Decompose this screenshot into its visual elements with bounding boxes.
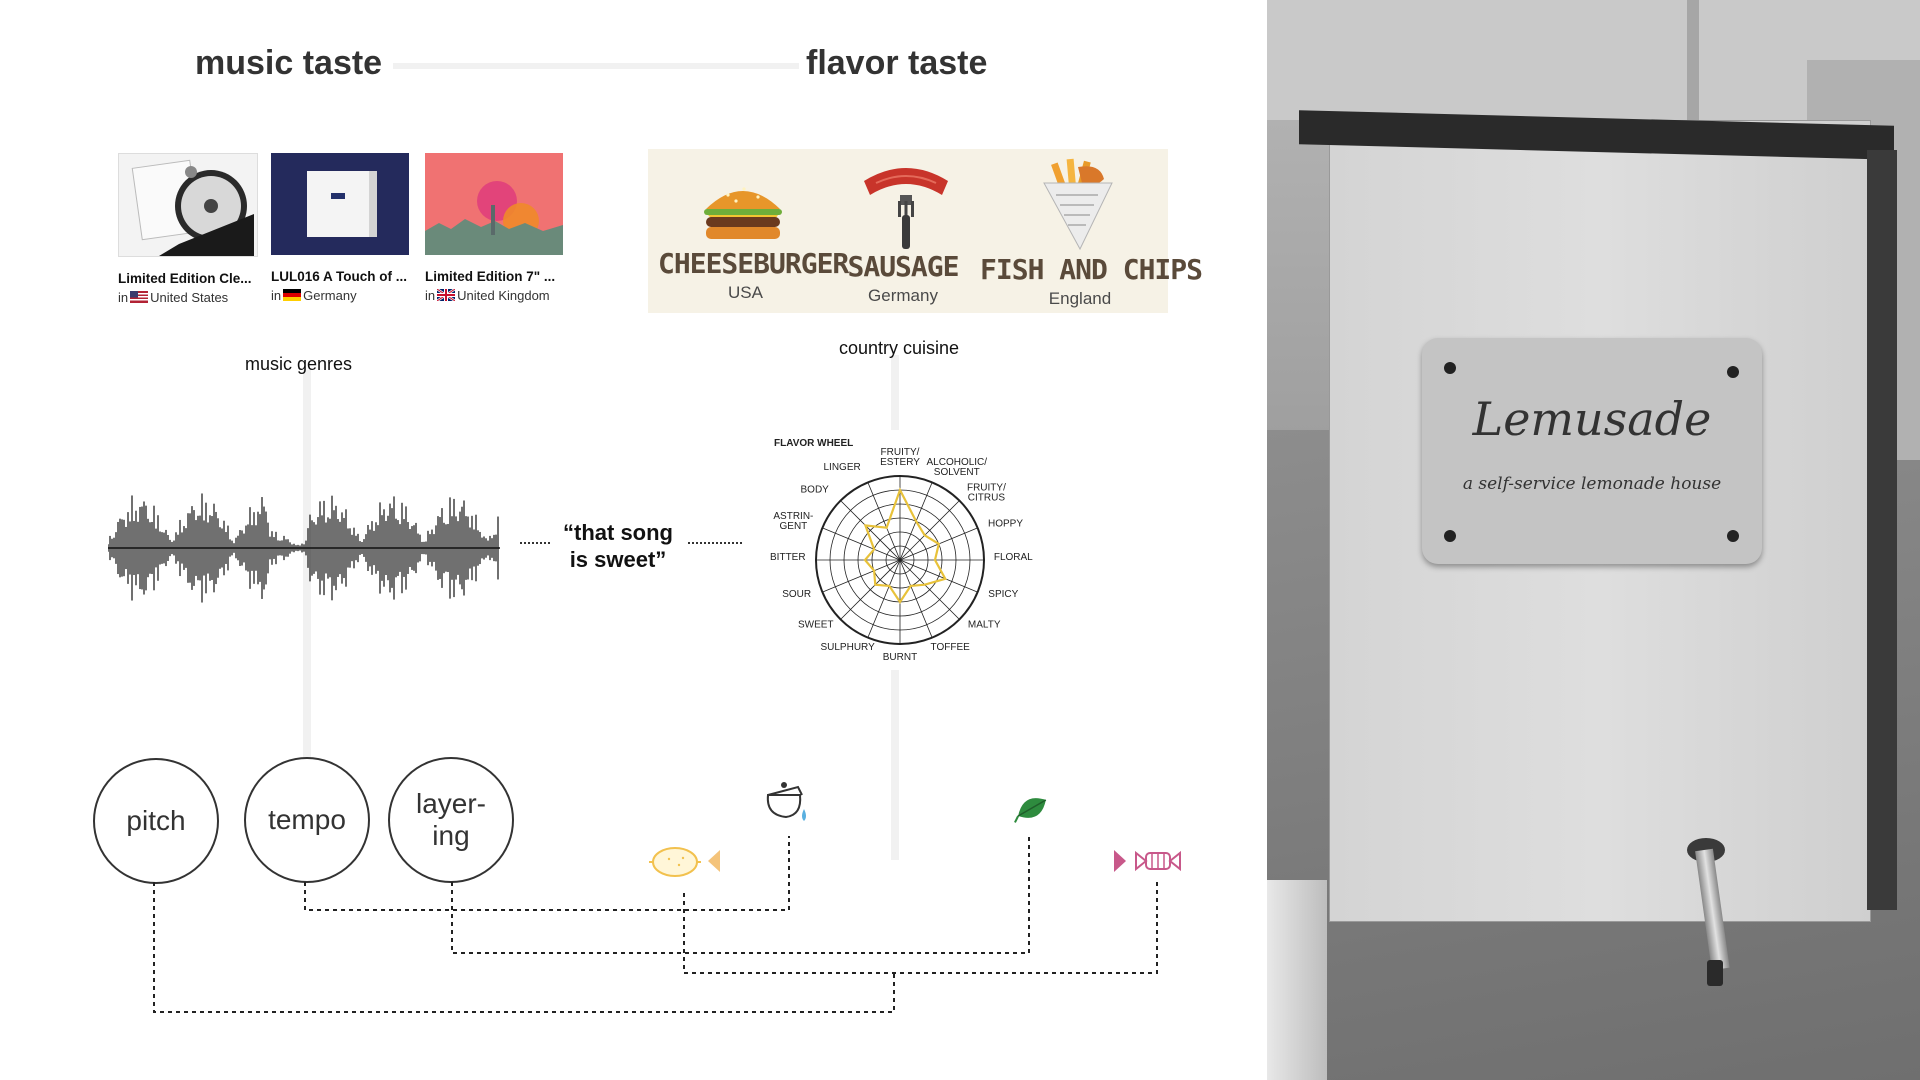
album-title-2: LUL016 A Touch of ... <box>271 269 408 284</box>
flavor-wheel-label: SWEET <box>798 620 834 631</box>
pitch-circle: pitch <box>93 758 219 884</box>
flavor-wheel: FLAVOR WHEEL FRUITY/ESTERY ALCOHOLIC/SOLV… <box>770 438 1033 663</box>
flavor-wheel-label: FRUITY/CITRUS <box>967 483 1006 504</box>
lemusade-tagline: a self-service lemonade house <box>1462 474 1722 494</box>
album-cover-2 <box>271 153 409 255</box>
tempo-mapping-line <box>304 836 790 911</box>
food-name-fish-and-chips: FISH AND CHIPS <box>980 253 1203 286</box>
plaque-screw-bl <box>1444 530 1456 542</box>
scale-arrow-left <box>708 850 720 872</box>
lemon-icon <box>649 847 701 877</box>
album-origin-3: in United Kingdom <box>425 288 550 303</box>
lemusade-logo-text: Lemusade <box>1472 392 1712 446</box>
candy-mapping-line <box>683 882 1158 974</box>
dotted-connector-left <box>520 542 550 544</box>
dotted-connector-right <box>688 542 742 544</box>
album-cover-3 <box>425 153 563 255</box>
germany-flag-icon <box>283 289 302 301</box>
candy-icon <box>1135 850 1181 872</box>
flavor-wheel-label: BITTER <box>770 552 806 563</box>
quote-line-2: is sweet” <box>569 547 667 572</box>
flavor-wheel-label: ALCOHOLIC/SOLVENT <box>926 457 987 478</box>
flavor-wheel-label: TOFFEE <box>931 642 971 653</box>
album-origin-1: in United States <box>118 290 229 305</box>
music-vertical-connector <box>303 370 311 762</box>
music-taste-heading: music taste <box>195 44 383 82</box>
lemusade-photo: Lemusade a self-service lemonade house <box>1267 0 1920 1080</box>
food-country-usa: USA <box>728 283 763 302</box>
album-origin-2: in Germany <box>271 288 357 303</box>
food-name-cheeseburger: CHEESEBURGER <box>658 247 849 280</box>
plaque-screw-tr <box>1727 366 1739 378</box>
flavor-wheel-label: SPICY <box>988 589 1018 600</box>
fish-and-chips-icon <box>1043 158 1113 251</box>
sausage-fork-icon <box>864 168 948 249</box>
box-side <box>1867 150 1897 910</box>
album-card-3[interactable]: Limited Edition 7" ... in United Kingdom <box>425 153 575 303</box>
layering-label-line-2: ing <box>432 820 470 851</box>
food-panel: CHEESEBURGER USA SAUSAGE Germany FISH AN… <box>648 149 1203 313</box>
album-card-2[interactable]: LUL016 A Touch of ... in Germany <box>271 153 411 303</box>
flavor-vertical-connector-top <box>891 355 899 430</box>
mint-leaf-icon <box>1014 798 1047 823</box>
lemusade-plaque: Lemusade a self-service lemonade house <box>1422 338 1762 564</box>
flavor-wheel-label: HOPPY <box>988 518 1023 529</box>
flavor-wheel-label: LINGER <box>824 462 861 473</box>
layering-mapping-line <box>451 836 1030 954</box>
sugar-jar-icon <box>766 782 806 821</box>
flavor-taste-heading: flavor taste <box>806 44 988 82</box>
food-country-england: England <box>1048 289 1112 308</box>
flavor-wheel-title: FLAVOR WHEEL <box>774 438 853 449</box>
country-cuisine-label: country cuisine <box>839 338 960 358</box>
flavor-wheel-label: FLORAL <box>994 552 1033 563</box>
flavor-wheel-label: BODY <box>801 484 830 495</box>
music-genres-label: music genres <box>245 354 353 374</box>
uk-flag-icon <box>437 289 456 301</box>
us-flag-icon <box>130 291 149 303</box>
quote-line-1: “that song <box>563 520 673 545</box>
flavor-vertical-connector-bottom <box>891 670 899 860</box>
flavor-wheel-label: FRUITY/ESTERY <box>880 447 920 468</box>
spout-tip <box>1707 960 1723 986</box>
pitch-mapping-line <box>153 882 895 1013</box>
mapping-diagram <box>153 782 1181 1013</box>
food-name-sausage: SAUSAGE <box>847 250 959 283</box>
pitch-label: pitch <box>126 804 186 836</box>
flavor-wheel-label: MALTY <box>968 620 1001 631</box>
heading-connector-line <box>393 63 799 69</box>
cheeseburger-icon <box>704 187 782 239</box>
layering-label-line-1: layer- <box>415 787 486 819</box>
scale-arrow-right <box>1114 850 1126 872</box>
flavor-wheel-label: SULPHURY <box>820 642 875 653</box>
album-title-1: Limited Edition Cle... <box>118 271 252 286</box>
flavor-wheel-label: ASTRIN-GENT <box>773 511 813 532</box>
album-title-3: Limited Edition 7" ... <box>425 269 556 284</box>
album-card-1[interactable]: Limited Edition Cle... in United States <box>118 153 258 305</box>
flavor-wheel-label: BURNT <box>883 652 917 663</box>
layering-circle: layer- ing <box>388 757 514 883</box>
tempo-circle: tempo <box>244 757 370 883</box>
tempo-label: tempo <box>268 803 346 835</box>
food-country-germany: Germany <box>868 286 938 305</box>
plaque-screw-tl <box>1444 362 1456 374</box>
quote-text: “that song is sweet” <box>556 519 680 573</box>
plaque-screw-br <box>1727 530 1739 542</box>
flavor-wheel-label: SOUR <box>782 589 811 600</box>
flavor-profile-line <box>863 487 947 604</box>
album-cover-1 <box>118 153 258 257</box>
audio-waveform <box>108 493 500 603</box>
